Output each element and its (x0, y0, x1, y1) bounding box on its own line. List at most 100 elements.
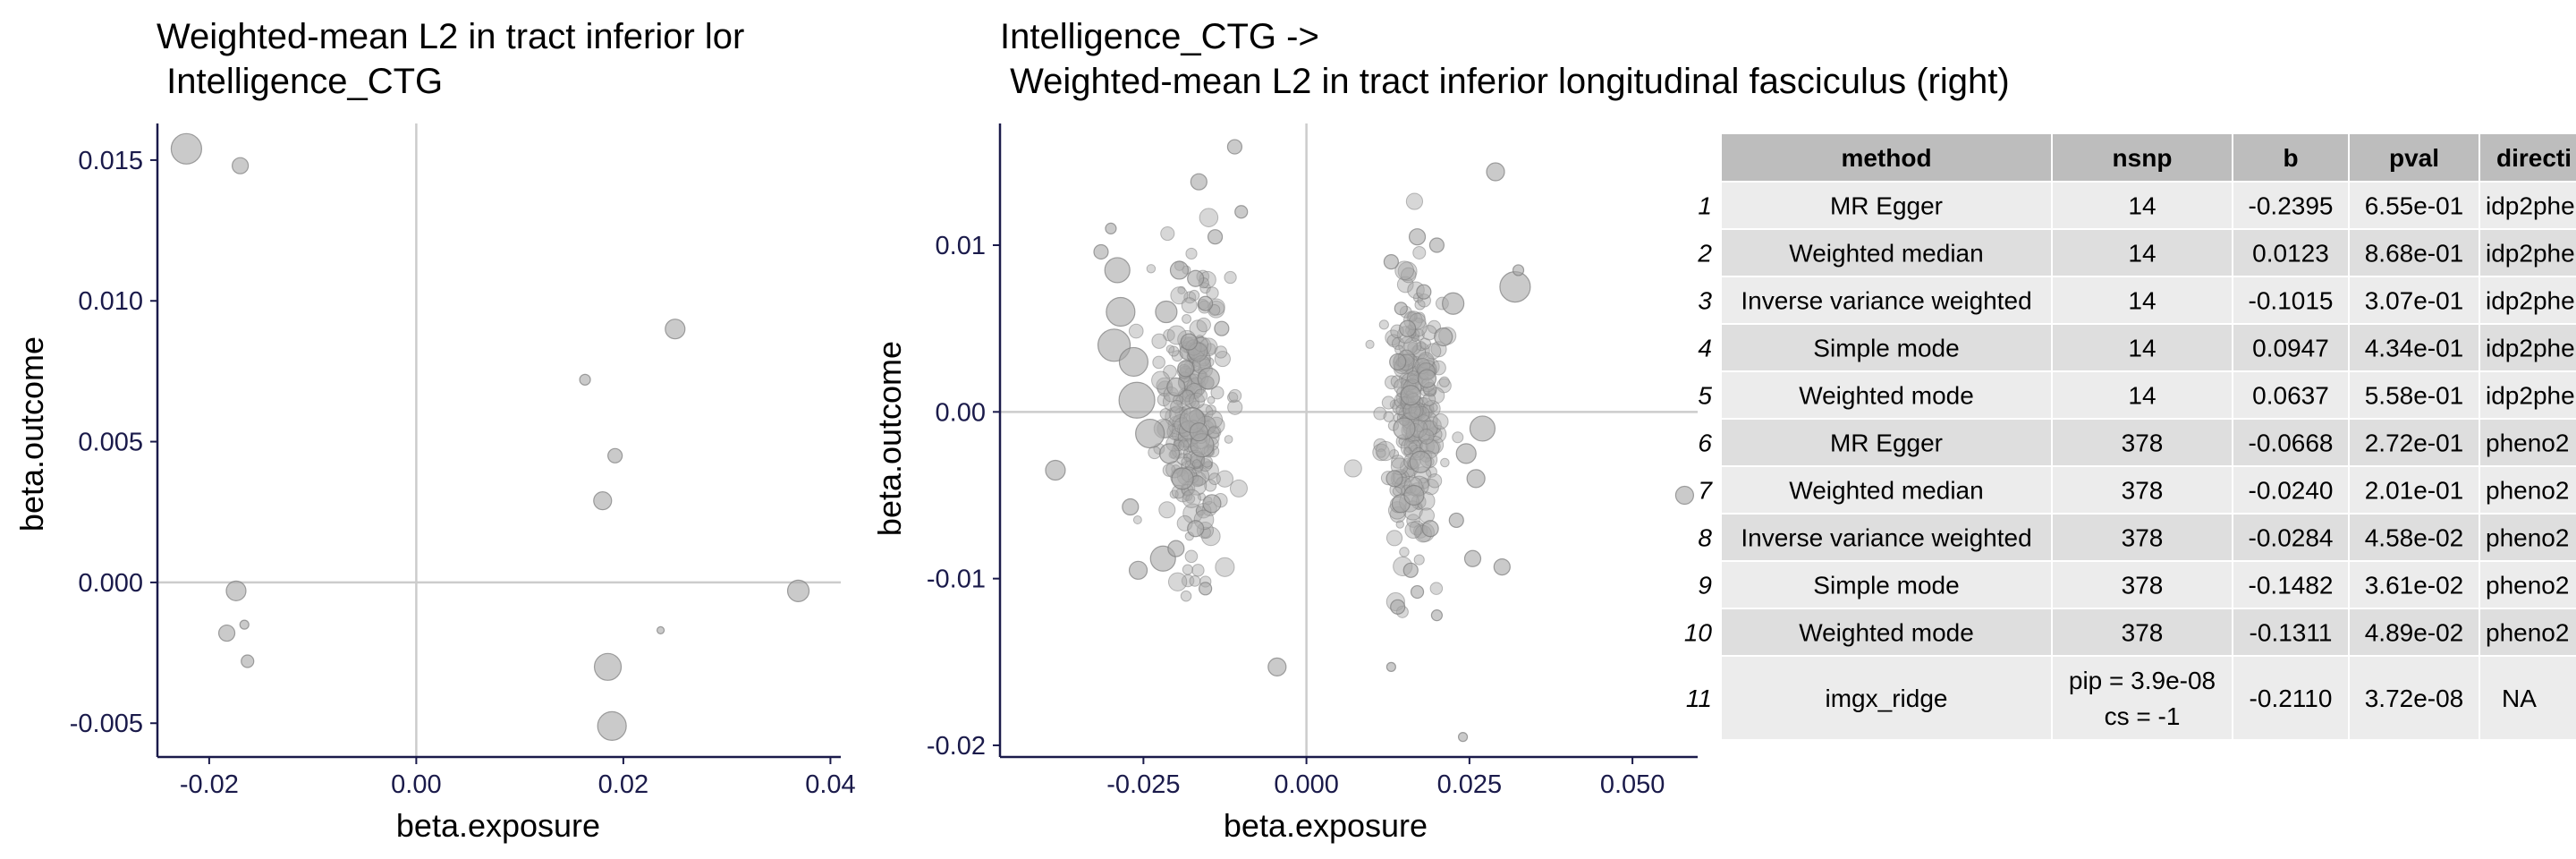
data-point (217, 624, 236, 642)
data-point (1182, 313, 1191, 324)
table-cell-text: 378 (2122, 477, 2164, 505)
panel1-title-line1: Weighted-mean L2 in tract inferior lor (157, 17, 744, 56)
table-header-label: method (1841, 144, 1931, 172)
table-cell (2480, 183, 2576, 228)
data-point (1152, 355, 1165, 370)
data-point (1452, 431, 1464, 444)
panel1-x-axis-label: beta.exposure (396, 807, 600, 844)
data-point (1486, 162, 1505, 182)
table-cell-text: 0.0123 (2252, 240, 2329, 268)
data-point (665, 319, 686, 340)
data-point (225, 580, 247, 601)
table-cell (2480, 609, 2576, 655)
table-cell (2053, 325, 2232, 370)
data-point (786, 579, 810, 602)
table-cell-text: NA (2502, 685, 2537, 712)
data-point (1132, 515, 1142, 524)
table-cell (2053, 515, 2232, 560)
panel2-x-axis-label: beta.exposure (1224, 807, 1428, 844)
data-point (1267, 657, 1287, 676)
table-cell (2053, 562, 2232, 608)
data-point (1207, 229, 1224, 245)
x-tick-label: 0.04 (805, 770, 855, 799)
table-cell (2053, 420, 2232, 465)
table-cell (2233, 609, 2348, 655)
data-point (579, 373, 591, 386)
y-tick-label: -0.005 (70, 710, 143, 738)
data-point (1206, 286, 1219, 300)
data-point (597, 710, 627, 741)
data-point (1383, 411, 1394, 422)
table-cell-text: 0.0637 (2252, 382, 2329, 410)
data-point (1400, 385, 1421, 406)
data-point (1216, 470, 1234, 488)
data-point (232, 157, 250, 174)
panel1-reference-lines (157, 123, 841, 757)
data-point (1226, 139, 1243, 155)
data-point (1493, 557, 1511, 576)
data-point (1409, 450, 1432, 473)
data-point (1390, 599, 1406, 615)
table-cell (2480, 325, 2576, 370)
data-point (1180, 333, 1199, 351)
data-point (1389, 353, 1407, 371)
table-cell (2480, 420, 2576, 465)
table-cell (2233, 183, 2348, 228)
data-point (1448, 512, 1464, 529)
table-cell-text: Simple mode (1813, 572, 1959, 600)
table-cell (2233, 420, 2348, 465)
table-cell-text: 3.72e-08 (2365, 685, 2464, 712)
y-tick-label: -0.01 (927, 566, 986, 594)
data-point (1512, 264, 1525, 276)
table-header-cell (1722, 134, 2051, 181)
x-tick-label: 0.025 (1437, 770, 1503, 799)
table-cell (2233, 657, 2348, 739)
table-header-label: directi (2496, 144, 2572, 172)
data-point (1234, 205, 1249, 219)
table-cell (2480, 515, 2576, 560)
table-row-index: 6 (1698, 430, 1712, 457)
data-point (1427, 473, 1443, 489)
table-cell-text: 14 (2128, 335, 2156, 362)
y-tick-label: 0.01 (936, 232, 986, 260)
y-tick-label: 0.010 (78, 287, 143, 316)
data-point (1204, 479, 1217, 492)
data-point (239, 619, 250, 630)
data-point (1394, 260, 1415, 281)
data-point (1160, 225, 1175, 242)
data-point (1135, 418, 1165, 449)
data-point (1373, 406, 1387, 421)
table-header-cell (2350, 134, 2479, 181)
data-point (1167, 540, 1185, 557)
data-point (1128, 560, 1148, 580)
y-tick-label: 0.015 (78, 147, 143, 175)
data-point (1430, 609, 1444, 622)
data-point (1210, 386, 1224, 400)
data-point (1442, 292, 1465, 315)
panel2-title-line2: Weighted-mean L2 in tract inferior longi… (1000, 62, 2010, 101)
data-point (1438, 376, 1450, 387)
table-cell (2053, 183, 2232, 228)
table-row-index: 2 (1697, 240, 1712, 268)
x-tick-label: 0.00 (391, 770, 441, 799)
table-cell (1722, 657, 2051, 739)
table-row-index: 8 (1698, 524, 1712, 552)
table-cell-text: Weighted mode (1799, 619, 1974, 647)
data-point (1165, 344, 1175, 353)
data-point (1463, 549, 1482, 567)
data-point (607, 447, 623, 464)
data-point (1187, 520, 1205, 538)
data-point (1207, 395, 1216, 404)
data-point (1214, 320, 1230, 336)
data-point (1104, 257, 1131, 284)
table-cell (1722, 183, 2051, 228)
data-point (1405, 192, 1424, 210)
table-cell-text: 4.58e-02 (2365, 524, 2464, 552)
data-point (593, 652, 623, 681)
panel1-title-line2: Intelligence_CTG (157, 62, 443, 101)
y-tick-label: 0.005 (78, 429, 143, 457)
table-cell (2053, 657, 2232, 739)
data-point (1208, 472, 1221, 486)
table-cell (2233, 562, 2348, 608)
table-cell (2480, 230, 2576, 276)
